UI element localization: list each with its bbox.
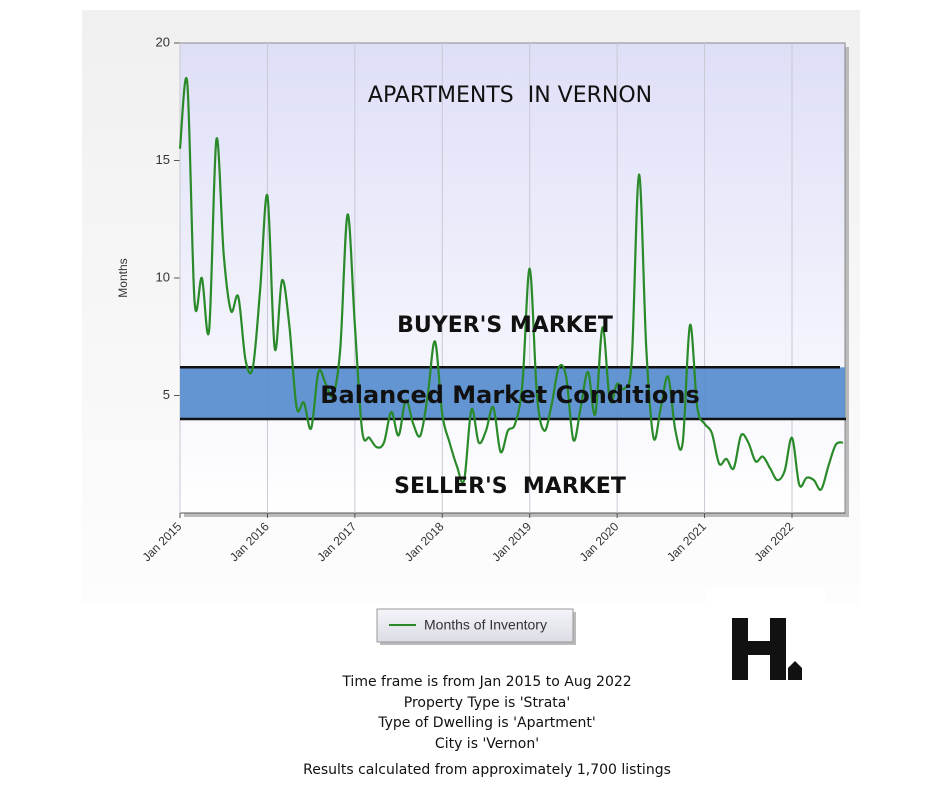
footer-line: Results calculated from approximately 1,… (303, 762, 671, 778)
y-tick-label: 20 (156, 34, 170, 49)
footer-line: Type of Dwelling is 'Apartment' (377, 715, 596, 731)
footer-line: City is 'Vernon' (435, 736, 539, 752)
balanced-band (180, 367, 845, 419)
plot-layer (178, 77, 844, 491)
legend-label: Months of Inventory (424, 617, 547, 633)
band-layer (180, 366, 846, 421)
buyers-annotation: BUYER'S MARKET (397, 313, 613, 338)
y-tick-label: 5 (163, 387, 170, 402)
y-axis-label: Months (116, 258, 130, 297)
sellers-annotation: SELLER'S MARKET (394, 474, 626, 499)
balanced-annotation: Balanced Market Conditions (320, 381, 700, 409)
chart-title: APARTMENTS IN VERNON (368, 83, 652, 108)
data-line (178, 77, 844, 491)
footer-line: Property Type is 'Strata' (404, 695, 570, 711)
logo (732, 618, 802, 680)
plot-area (179, 42, 846, 514)
logo-bg (706, 588, 826, 690)
y-tick-label: 15 (156, 152, 170, 167)
y-tick-label: 10 (156, 269, 170, 284)
footer-line: Time frame is from Jan 2015 to Aug 2022 (341, 674, 631, 690)
